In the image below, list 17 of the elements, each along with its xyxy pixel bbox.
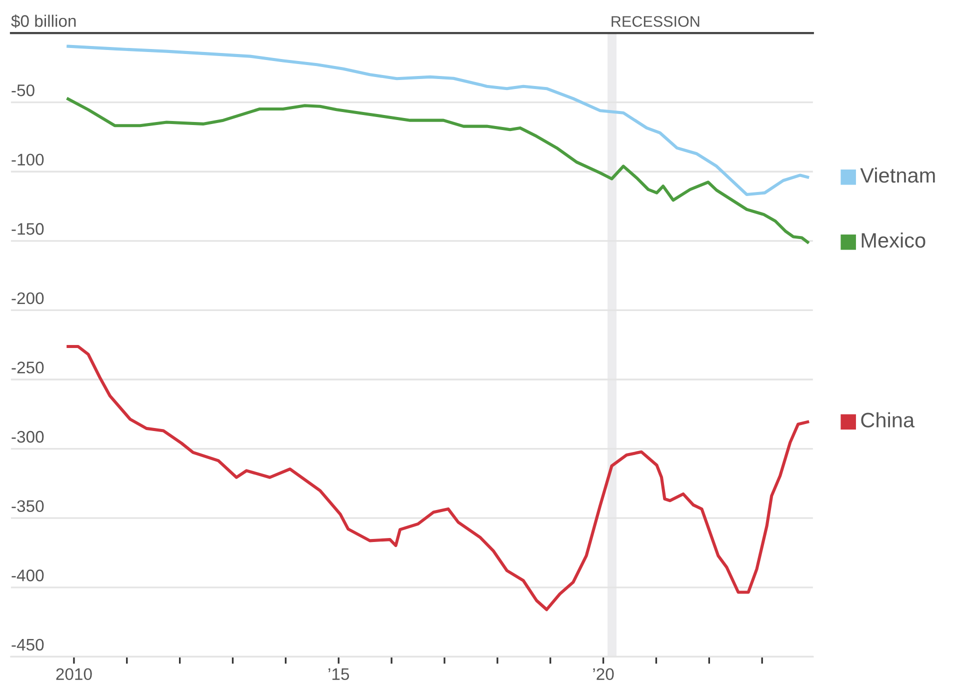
y-tick-label: -50 xyxy=(12,84,34,96)
band-label: RECESSION xyxy=(612,16,700,27)
y-tick-label: -100 xyxy=(12,154,44,166)
x-tick-label: ’20 xyxy=(593,668,614,680)
legend-label: Mexico xyxy=(862,232,926,248)
y-tick-label: $0 billion xyxy=(11,14,76,28)
legend-label: Vietnam xyxy=(860,167,935,183)
y-tick-label: -300 xyxy=(12,430,44,443)
y-tick-label: -200 xyxy=(12,292,44,304)
y-tick-label: -350 xyxy=(12,500,44,512)
y-tick-label: -450 xyxy=(12,638,44,651)
y-tick-label: -250 xyxy=(12,362,44,374)
legend-label: China xyxy=(861,412,915,428)
y-tick-label: -400 xyxy=(12,570,44,582)
y-tick-label: -150 xyxy=(12,223,44,235)
x-tick-label: 2010 xyxy=(56,668,92,680)
x-tick-label: ’15 xyxy=(328,668,350,680)
